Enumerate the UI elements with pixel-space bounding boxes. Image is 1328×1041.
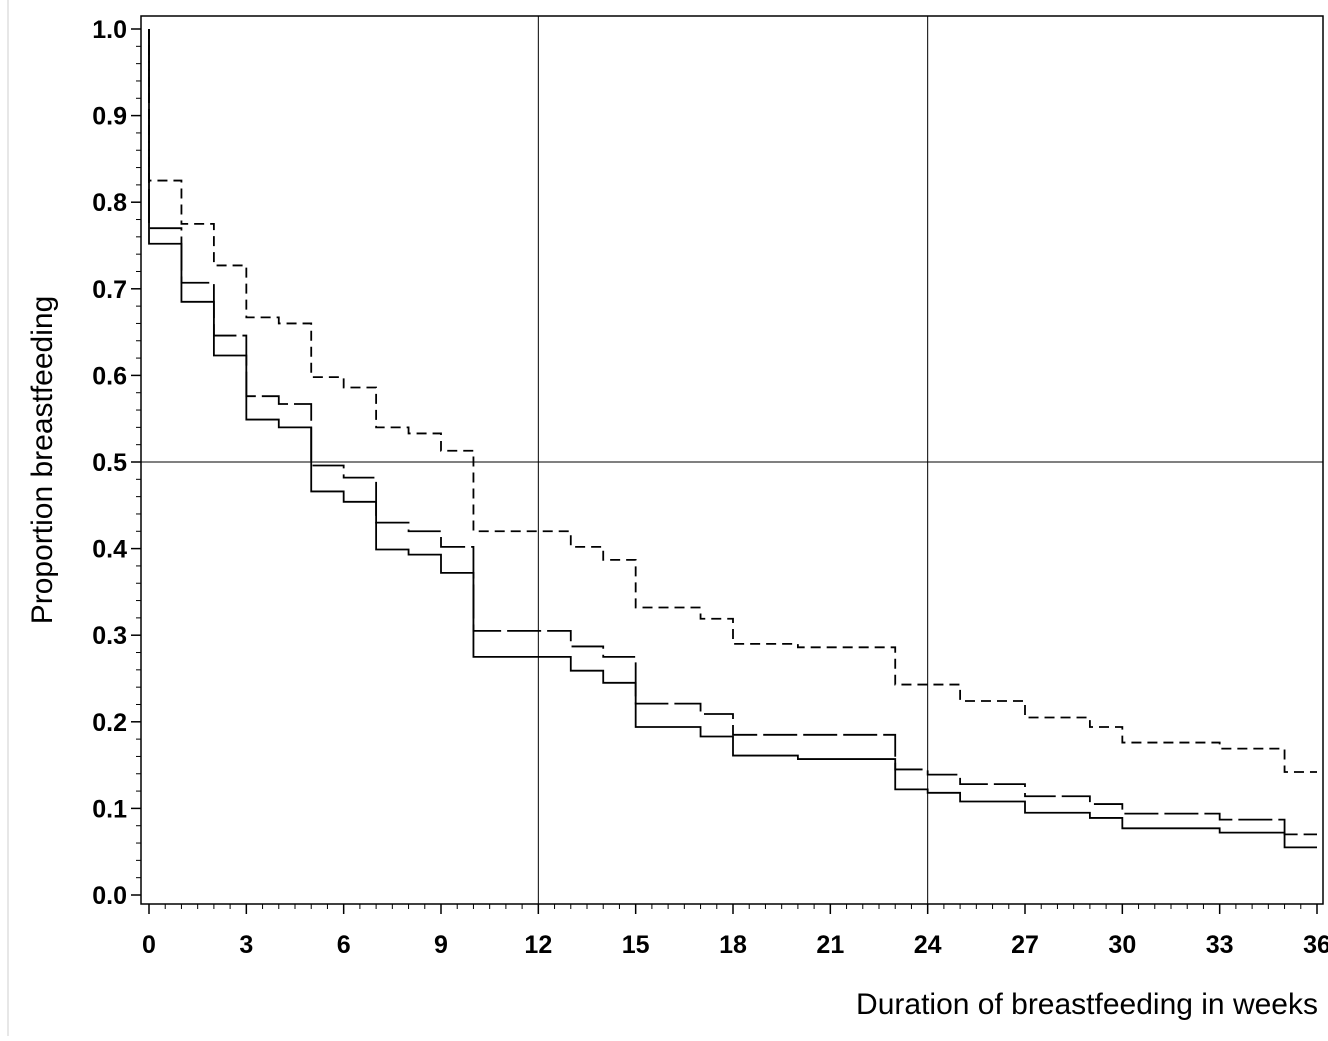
y-tick-label: 0.5 (92, 449, 127, 477)
x-tick-label: 30 (1108, 931, 1136, 959)
y-tick-label: 0.9 (92, 103, 127, 131)
x-tick-label: 12 (524, 931, 552, 959)
series-line-solid (148, 29, 1317, 849)
x-tick-label: 24 (914, 931, 942, 959)
reference-lines (141, 16, 1323, 904)
x-tick-label: 27 (1011, 931, 1039, 959)
plot-frame (140, 15, 1324, 905)
y-tick-label: 0.1 (92, 795, 127, 823)
y-tick-label: 0.7 (92, 276, 127, 304)
x-tick-label: 15 (622, 931, 650, 959)
x-tick-label: 6 (337, 931, 351, 959)
x-tick-label: 18 (719, 931, 747, 959)
x-tick-label: 9 (434, 931, 448, 959)
x-tick-label: 0 (142, 931, 156, 959)
y-tick-label: 0.3 (92, 622, 127, 650)
x-axis-title: Duration of breastfeeding in weeks (856, 988, 1318, 1021)
x-tick-label: 36 (1303, 931, 1328, 959)
x-tick-label: 21 (816, 931, 844, 959)
y-tick-label: 0.2 (92, 709, 127, 737)
x-tick-label: 33 (1206, 931, 1234, 959)
y-tick-label: 1.0 (92, 16, 127, 44)
y-axis-title: Proportion breastfeeding (26, 296, 59, 625)
y-tick-label: 0.8 (92, 189, 127, 217)
series-line-dashed-short (148, 29, 1317, 773)
x-axis: 0 3 6 9 12 15 18 21 24 27 30 33 36 (142, 904, 1328, 959)
y-axis: 0.0 0.1 0.2 0.3 0.4 0.5 0.6 0.7 0.8 0.9 1.0 (92, 16, 141, 910)
x-tick-label: 3 (239, 931, 253, 959)
series-group (148, 29, 1317, 849)
y-tick-label: 0.0 (92, 882, 127, 910)
series-line-dashed-long (148, 29, 1317, 836)
y-tick-label: 0.6 (92, 362, 127, 390)
y-tick-label: 0.4 (92, 536, 127, 564)
minor-ticks (136, 45, 1302, 909)
